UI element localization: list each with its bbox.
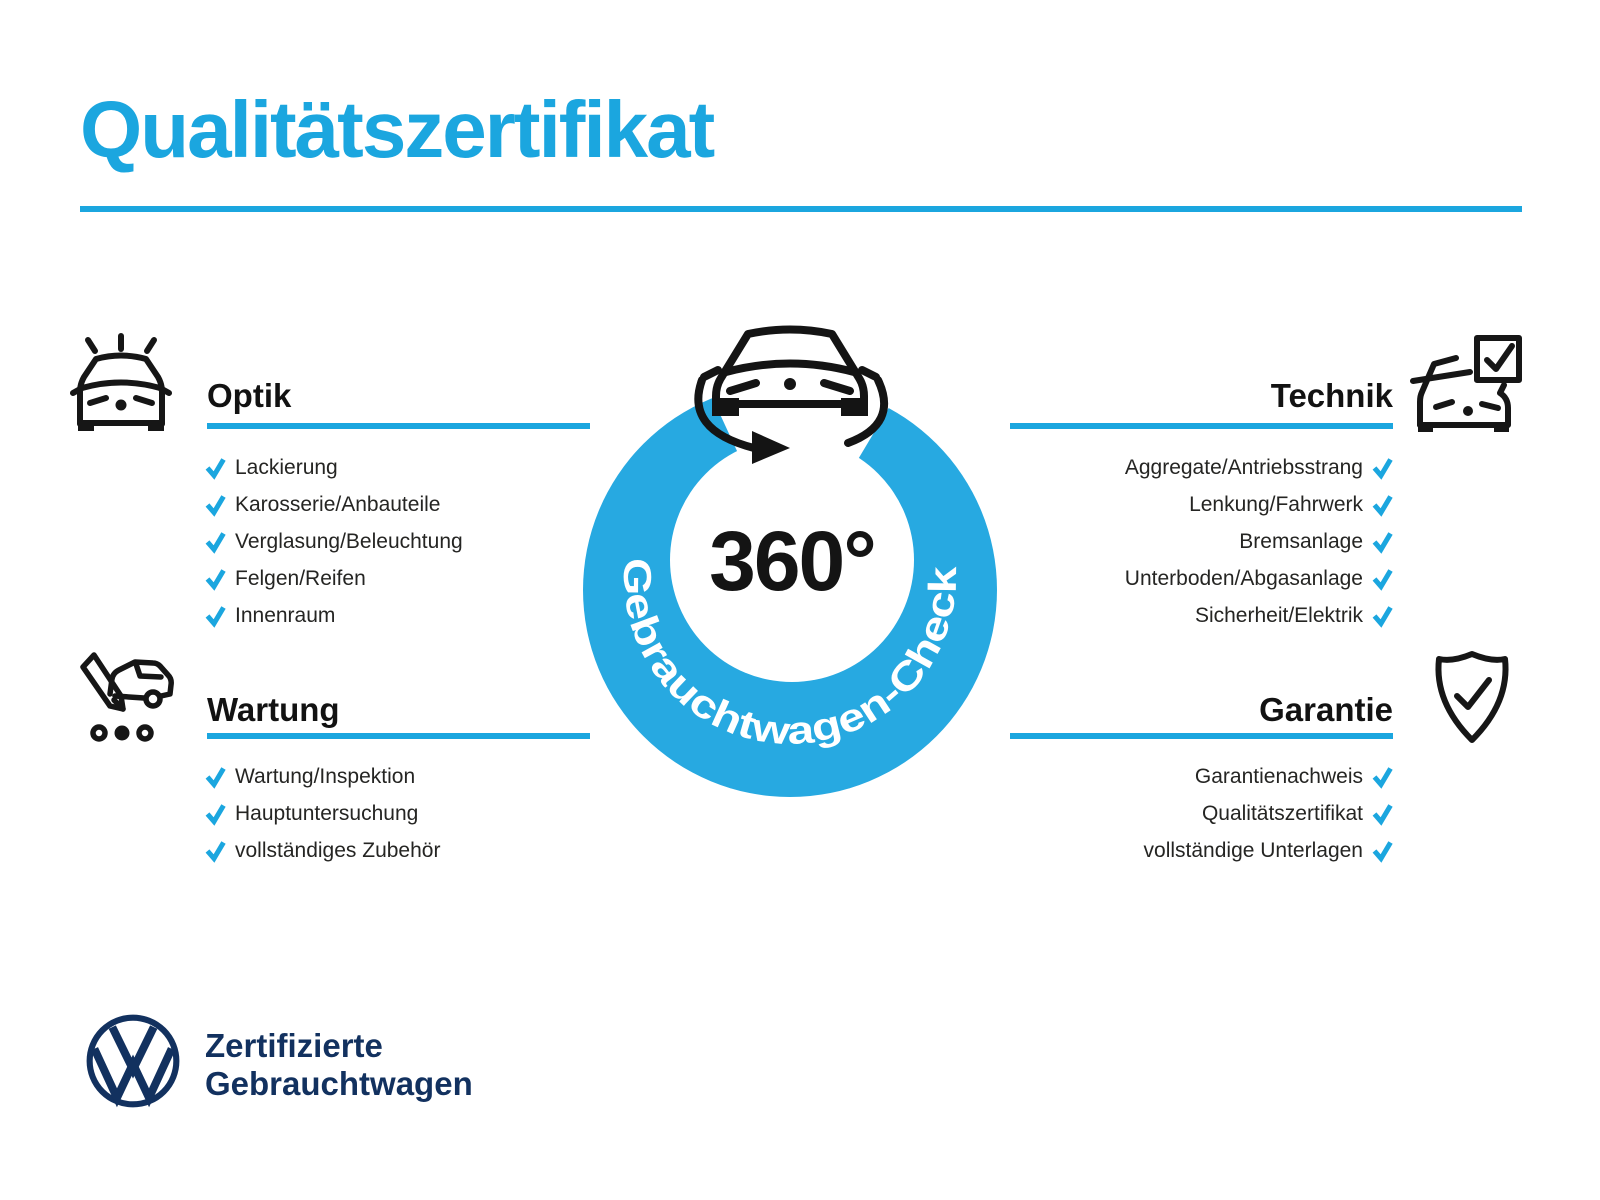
check-icon	[1372, 568, 1393, 591]
technik-checklist: Aggregate/Antriebsstrang Lenkung/Fahrwer…	[1010, 449, 1393, 634]
list-item: Garantienachweis	[1010, 758, 1393, 795]
list-item: Verglasung/Beleuchtung	[205, 523, 625, 560]
list-item-label: Garantienachweis	[1194, 764, 1363, 788]
check-icon	[1372, 531, 1393, 554]
list-item: Hauptuntersuchung	[205, 795, 625, 832]
brand-claim-line2: Gebrauchtwagen	[205, 1065, 473, 1102]
check-icon	[205, 568, 226, 591]
section-title-technik: Technik	[1270, 377, 1393, 414]
list-item: Innenraum	[205, 597, 625, 634]
list-item-label: Unterboden/Abgasanlage	[1124, 566, 1363, 590]
car-mirror-left	[700, 366, 722, 381]
list-item-label: Sicherheit/Elektrik	[1194, 603, 1363, 627]
list-item-label: Qualitätszertifikat	[1201, 801, 1363, 825]
car-mirror-right	[858, 366, 880, 381]
vw-logo	[86, 1014, 180, 1108]
page-title: Qualitätszertifikat	[80, 85, 715, 174]
car-headlight-left	[726, 379, 760, 395]
check-icon	[1372, 803, 1393, 826]
list-item-label: Lackierung	[235, 455, 338, 479]
list-item-label: Felgen/Reifen	[235, 566, 366, 590]
pencil-car-checklist-icon	[80, 652, 174, 742]
rotation-arc-left	[694, 376, 758, 452]
list-item: Felgen/Reifen	[205, 560, 625, 597]
check-icon	[205, 457, 226, 480]
list-item: Bremsanlage	[1010, 523, 1393, 560]
list-item: Qualitätszertifikat	[1010, 795, 1393, 832]
check-icon	[205, 531, 226, 554]
car-headlight-right	[820, 379, 854, 395]
degrees-label: 360°	[709, 514, 875, 608]
check-icon	[1372, 766, 1393, 789]
list-item: Lackierung	[205, 449, 625, 486]
check-icon	[205, 803, 226, 826]
wartung-checklist: Wartung/Inspektion Hauptuntersuchung vol…	[205, 758, 625, 869]
garantie-checklist: Garantienachweis Qualitätszertifikat vol…	[1010, 758, 1393, 869]
car-wheel-right	[841, 398, 868, 416]
technik-underline	[1010, 423, 1393, 429]
list-item-label: Wartung/Inspektion	[235, 764, 416, 788]
list-item-label: vollständiges Zubehör	[235, 838, 441, 862]
check-icon	[205, 766, 226, 789]
optik-underline	[207, 423, 590, 429]
check-icon	[1372, 494, 1393, 517]
rotation-arrowhead	[752, 431, 790, 464]
list-item-label: Aggregate/Antriebsstrang	[1124, 455, 1363, 479]
360-check-graphic: Gebrauchtwagen-Check 360°	[583, 280, 997, 797]
car-logo-dot	[784, 378, 796, 390]
wartung-underline	[207, 733, 590, 739]
sparkling-car-icon	[70, 333, 172, 431]
list-item: Wartung/Inspektion	[205, 758, 625, 795]
shield-check-icon	[1435, 651, 1509, 743]
list-item-label: Innenraum	[235, 603, 336, 627]
car-windshield	[722, 359, 858, 376]
title-divider	[80, 206, 1522, 212]
check-icon	[205, 605, 226, 628]
brand-claim-line1: Zertifizierte	[205, 1027, 383, 1064]
list-item-label: vollständige Unterlagen	[1143, 838, 1363, 862]
list-item-label: Lenkung/Fahrwerk	[1189, 492, 1363, 516]
garantie-underline	[1010, 733, 1393, 739]
list-item-label: Bremsanlage	[1239, 529, 1363, 553]
section-title-garantie: Garantie	[1259, 691, 1393, 728]
check-icon	[205, 840, 226, 863]
list-item: Sicherheit/Elektrik	[1010, 597, 1393, 634]
check-icon	[205, 494, 226, 517]
list-item: Lenkung/Fahrwerk	[1010, 486, 1393, 523]
section-title-wartung: Wartung	[207, 691, 340, 728]
list-item-label: Verglasung/Beleuchtung	[235, 529, 463, 553]
check-icon	[1372, 457, 1393, 480]
check-icon	[1372, 840, 1393, 863]
check-icon	[1372, 605, 1393, 628]
list-item-label: Karosserie/Anbauteile	[235, 492, 441, 516]
brand-claim: Zertifizierte Gebrauchtwagen	[205, 1027, 473, 1103]
list-item: Unterboden/Abgasanlage	[1010, 560, 1393, 597]
list-item: vollständiges Zubehör	[205, 832, 625, 869]
list-item: Karosserie/Anbauteile	[205, 486, 625, 523]
rotation-arc-right	[844, 376, 889, 447]
car-wheel-left	[712, 398, 739, 416]
car-checkbox-icon	[1410, 335, 1522, 432]
list-item: Aggregate/Antriebsstrang	[1010, 449, 1393, 486]
car-body	[712, 325, 868, 416]
list-item-label: Hauptuntersuchung	[235, 801, 419, 825]
optik-checklist: Lackierung Karosserie/Anbauteile Verglas…	[205, 449, 625, 634]
list-item: vollständige Unterlagen	[1010, 832, 1393, 869]
car-front-rotation-icon	[694, 325, 889, 464]
section-title-optik: Optik	[207, 377, 292, 414]
